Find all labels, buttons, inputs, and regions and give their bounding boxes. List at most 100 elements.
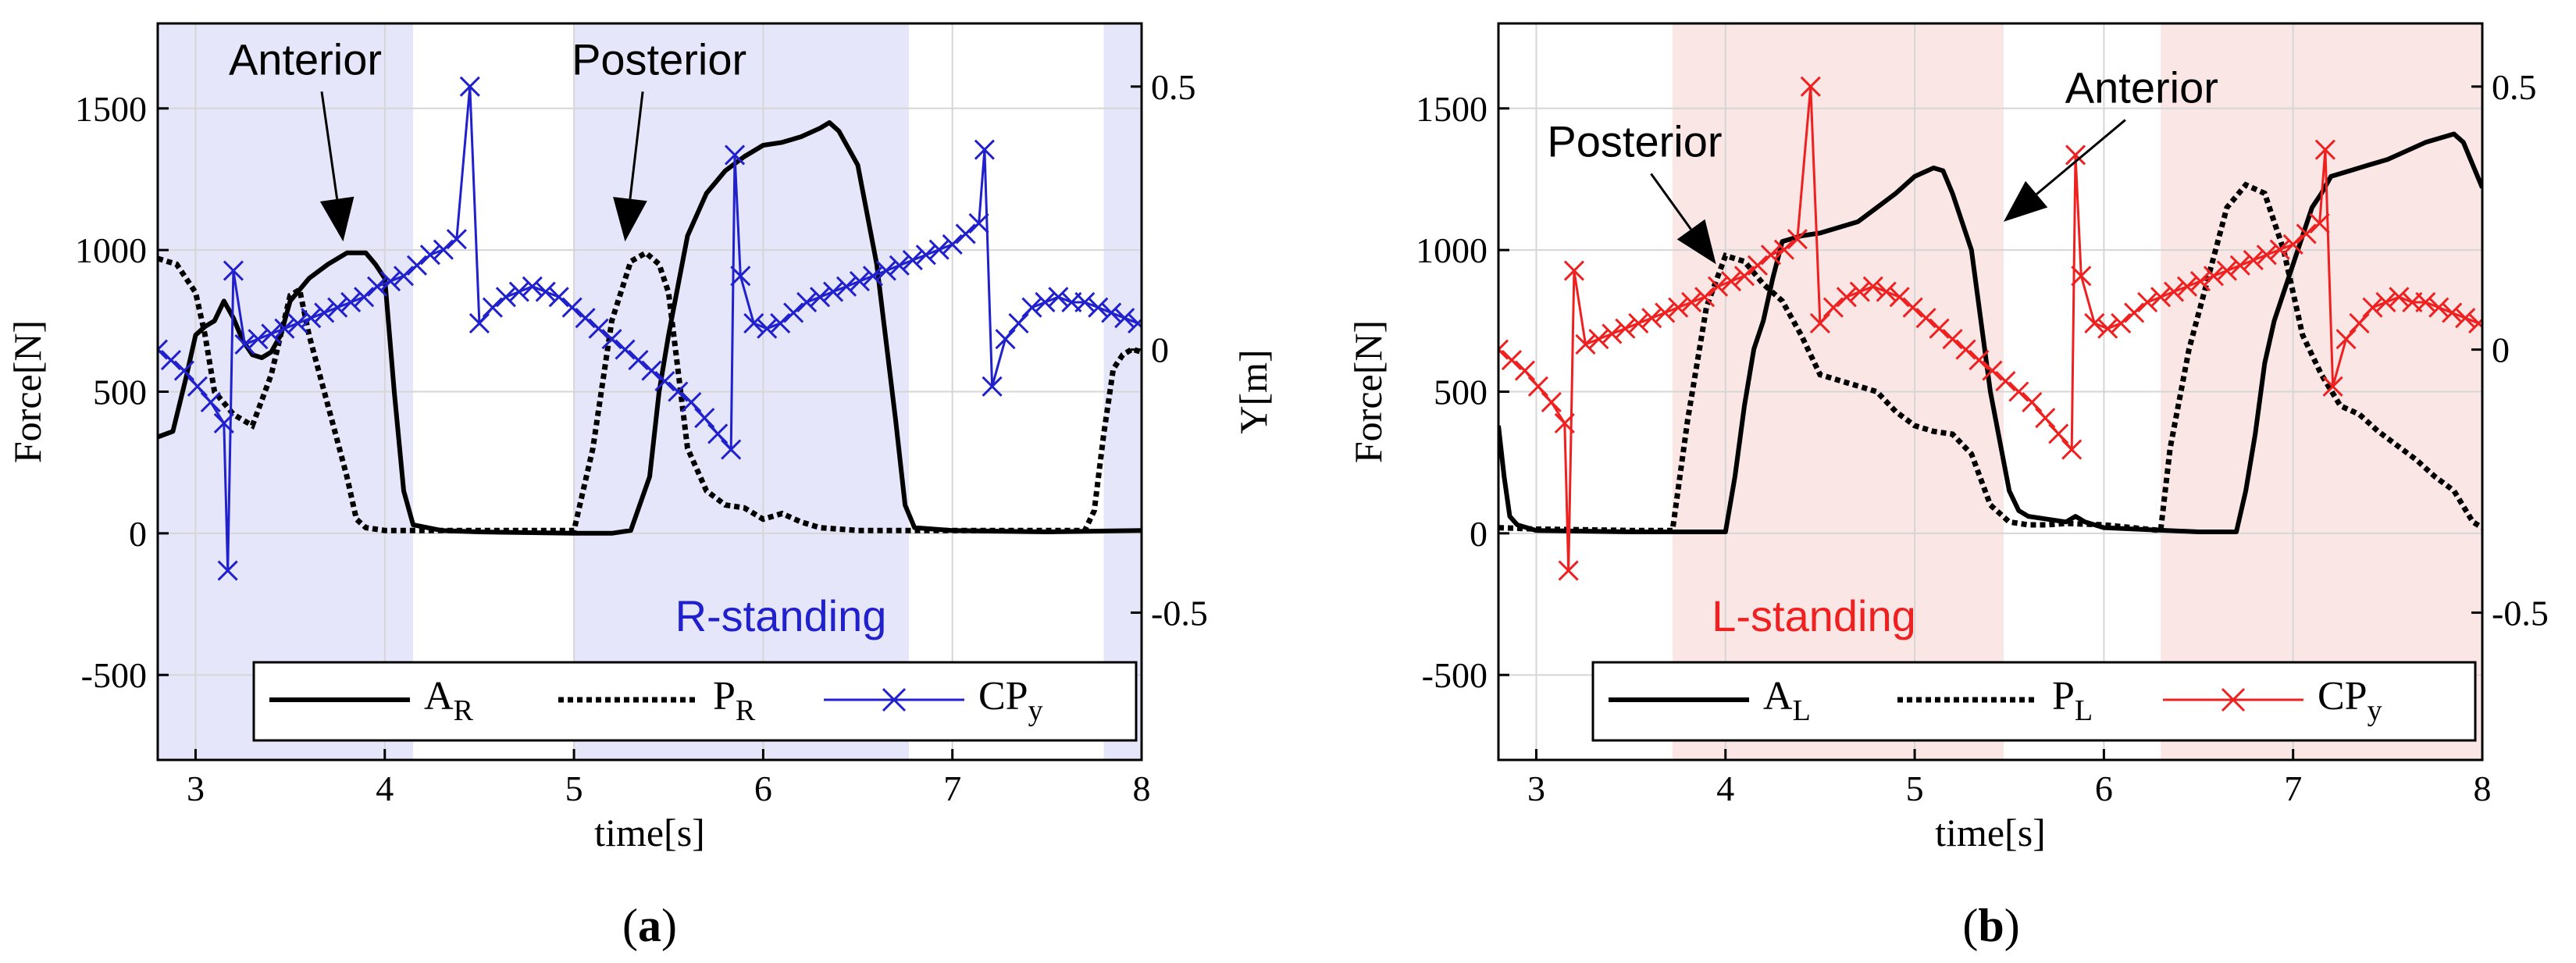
series-marker-CP_y bbox=[1902, 297, 1923, 318]
series-marker-CP_y bbox=[1747, 255, 1769, 276]
series-marker-CP_y bbox=[223, 260, 244, 281]
series-marker-CP_y bbox=[862, 266, 883, 287]
legend-entry-label: CPy bbox=[2318, 674, 2382, 727]
series-marker-CP_y bbox=[2296, 223, 2317, 244]
series-marker-CP_y bbox=[1800, 76, 1821, 97]
series-marker-CP_y bbox=[2203, 266, 2224, 287]
series-marker-CP_y bbox=[628, 350, 649, 371]
legend-entry-symbol: CP bbox=[2318, 674, 2368, 719]
x-axis-label: time[s] bbox=[1935, 811, 2046, 854]
series-marker-CP_y bbox=[187, 376, 208, 397]
series-marker-CP_y bbox=[668, 381, 689, 402]
panel-label-close: ) bbox=[661, 900, 677, 951]
x-tick-label: 8 bbox=[1133, 769, 1151, 808]
x-tick-label: 8 bbox=[2474, 769, 2492, 808]
series-marker-CP_y bbox=[433, 239, 454, 260]
series-marker-CP_y bbox=[158, 339, 169, 360]
series-marker-CP_y bbox=[1558, 560, 1579, 581]
series-marker-CP_y bbox=[2428, 297, 2450, 318]
legend-entry-subscript: L bbox=[1793, 694, 1811, 727]
y-tick-label: 1000 bbox=[75, 230, 147, 270]
series-marker-CP_y bbox=[287, 312, 308, 333]
series-marker-CP_y bbox=[2111, 312, 2132, 333]
series-marker-CP_y bbox=[1048, 287, 1069, 308]
series-marker-CP_y bbox=[1708, 276, 1729, 297]
series-marker-CP_y bbox=[522, 276, 543, 297]
series-marker-CP_y bbox=[1101, 302, 1122, 323]
series-marker-CP_y bbox=[1982, 360, 2003, 381]
legend-entry-label: AR bbox=[424, 674, 474, 727]
series-marker-CP_y bbox=[588, 318, 609, 339]
annotation-label: Posterior bbox=[1547, 116, 1722, 166]
series-marker-CP_y bbox=[2322, 376, 2343, 397]
series-marker-CP_y bbox=[200, 391, 221, 413]
series-marker-CP_y bbox=[1809, 312, 1830, 333]
series-marker-CP_y bbox=[1773, 239, 1794, 260]
annotation-arrow-head bbox=[319, 196, 355, 242]
series-marker-CP_y bbox=[2061, 439, 2083, 460]
y-tick-label: 500 bbox=[93, 373, 147, 412]
legend-entry-label: CPy bbox=[978, 674, 1043, 727]
series-marker-CP_y bbox=[743, 312, 764, 333]
annotation-arrow-line bbox=[2036, 119, 2126, 195]
series-marker-CP_y bbox=[1694, 287, 1716, 308]
legend-entry-subscript: y bbox=[2368, 694, 2382, 727]
series-marker-CP_y bbox=[1527, 376, 1548, 397]
series-marker-CP_y bbox=[234, 333, 255, 355]
y-tick-label: -500 bbox=[81, 655, 147, 695]
series-marker-CP_y bbox=[1628, 312, 1649, 333]
y2-tick-label: 0 bbox=[2492, 330, 2510, 370]
series-marker-CP_y bbox=[875, 260, 896, 281]
series-marker-CP_y bbox=[248, 329, 269, 350]
series-marker-CP_y bbox=[810, 287, 831, 308]
y2-tick-label: -0.5 bbox=[2492, 593, 2549, 633]
series-marker-CP_y bbox=[796, 291, 818, 313]
legend-swatch-cp-marker bbox=[2221, 687, 2246, 712]
series-marker-CP_y bbox=[1021, 297, 1042, 318]
series-marker-CP_y bbox=[928, 239, 950, 260]
series-marker-CP_y bbox=[2189, 270, 2211, 292]
series-marker-CP_y bbox=[217, 560, 238, 581]
series-marker-CP_y bbox=[2065, 144, 2086, 166]
series-marker-CP_y bbox=[707, 423, 729, 444]
series-marker-CP_y bbox=[982, 376, 1003, 397]
series-marker-CP_y bbox=[2349, 312, 2370, 333]
y2-tick-label: 0.5 bbox=[2492, 67, 2537, 107]
panel-label-open: ( bbox=[1962, 900, 1978, 951]
series-marker-CP_y bbox=[1955, 339, 1976, 360]
series-marker-CP_y bbox=[173, 360, 194, 381]
series-marker-CP_y bbox=[770, 312, 791, 333]
series-line-A_L bbox=[1498, 131, 2482, 534]
series-marker-CP_y bbox=[367, 276, 388, 297]
series-marker-CP_y bbox=[1602, 323, 1623, 344]
series-marker-CP_y bbox=[2309, 212, 2330, 234]
stance-label: L-standing bbox=[1712, 591, 1916, 640]
series-marker-CP_y bbox=[1969, 350, 1990, 371]
series-marker-CP_y bbox=[575, 308, 596, 329]
series-marker-CP_y bbox=[340, 291, 362, 313]
series-marker-CP_y bbox=[354, 287, 375, 308]
series-marker-CP_y bbox=[2216, 260, 2237, 281]
series-marker-CP_y bbox=[1942, 329, 1963, 350]
series-marker-CP_y bbox=[641, 360, 662, 381]
series-marker-CP_y bbox=[783, 302, 804, 323]
series-marker-CP_y bbox=[213, 412, 234, 433]
x-tick-label: 3 bbox=[187, 769, 205, 808]
series-marker-CP_y bbox=[1501, 350, 1523, 371]
series-marker-CP_y bbox=[469, 312, 490, 333]
series-marker-CP_y bbox=[1114, 308, 1135, 329]
series-marker-CP_y bbox=[1720, 270, 1742, 292]
legend-entry-label: PL bbox=[2052, 674, 2093, 727]
series-marker-CP_y bbox=[1641, 308, 1662, 329]
series-marker-CP_y bbox=[902, 250, 923, 271]
legend-entry-subscript: R bbox=[736, 694, 756, 727]
series-marker-CP_y bbox=[2442, 302, 2463, 323]
panel-label-letter: b bbox=[1978, 900, 2004, 951]
series-marker-CP_y bbox=[1074, 291, 1096, 313]
series-marker-CP_y bbox=[2084, 312, 2105, 333]
series-marker-CP_y bbox=[1760, 244, 1781, 266]
panel-label-letter: a bbox=[638, 900, 661, 951]
series-marker-CP_y bbox=[379, 270, 401, 292]
